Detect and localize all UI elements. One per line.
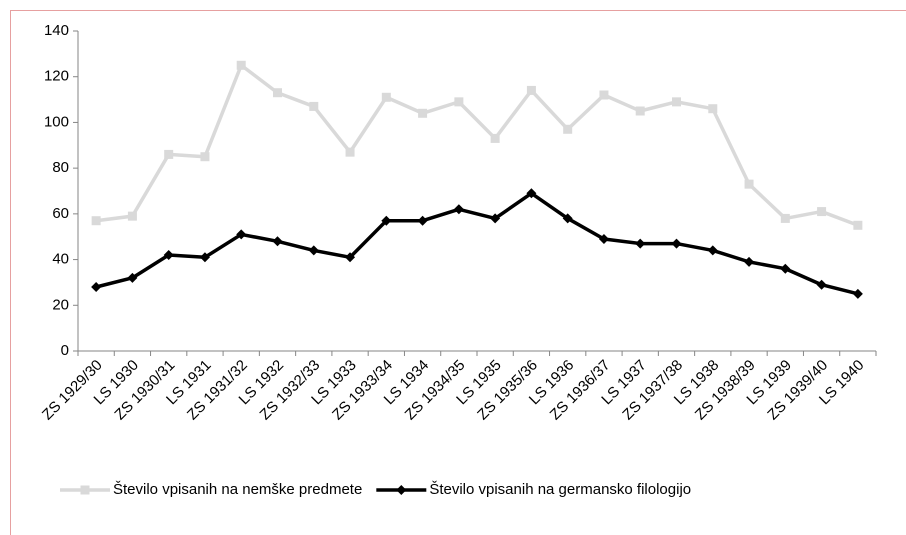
legend-marker [80,485,90,495]
data-point [744,179,754,189]
data-point [635,238,646,249]
y-tick-label: 100 [44,113,69,130]
legend-label: Število vpisanih na germansko filologijo [429,481,691,498]
y-tick-label: 0 [61,342,69,359]
data-point [816,279,827,290]
data-point [381,92,391,102]
data-point [345,147,355,157]
data-point [526,85,536,95]
data-point [91,216,101,226]
data-point [453,204,464,215]
data-point [744,256,755,267]
data-point [490,133,500,143]
data-point [490,213,501,224]
data-point [381,215,392,226]
data-point [671,238,682,249]
data-point [91,282,102,292]
legend-item: Število vpisanih na nemške predmete [60,481,362,498]
y-tick-label: 20 [52,296,69,313]
data-point [852,288,863,299]
data-point [817,207,827,217]
data-point [272,236,283,247]
data-point [200,152,210,162]
data-point [562,213,573,224]
data-point [308,245,319,256]
data-point [526,188,537,199]
data-point [853,220,863,230]
data-point [599,90,609,100]
legend-label: Število vpisanih na nemške predmete [113,481,362,498]
series-line [95,63,859,227]
y-tick-label: 140 [44,22,69,39]
y-tick-label: 60 [52,205,69,222]
data-point [672,97,681,107]
data-point [345,252,356,263]
data-point [273,88,282,98]
data-point [780,263,791,274]
data-point [454,97,464,107]
y-tick-label: 80 [52,159,69,176]
data-point [708,104,718,114]
data-point [236,229,247,240]
y-tick-label: 40 [52,251,69,268]
data-point [707,245,718,256]
series-line [95,191,859,296]
data-point [127,272,138,283]
legend-marker [396,485,407,495]
legend-item: Število vpisanih na germansko filologijo [376,481,691,498]
data-point [163,250,174,260]
data-point [236,60,246,70]
data-point [417,215,428,226]
data-point [127,211,137,221]
data-point [199,252,210,263]
y-tick-label: 120 [44,68,69,85]
data-point [780,213,790,223]
data-point [563,124,573,134]
data-point [598,234,609,244]
data-point [418,108,428,118]
data-point [164,149,174,159]
data-point [309,101,319,111]
data-point [635,106,645,116]
